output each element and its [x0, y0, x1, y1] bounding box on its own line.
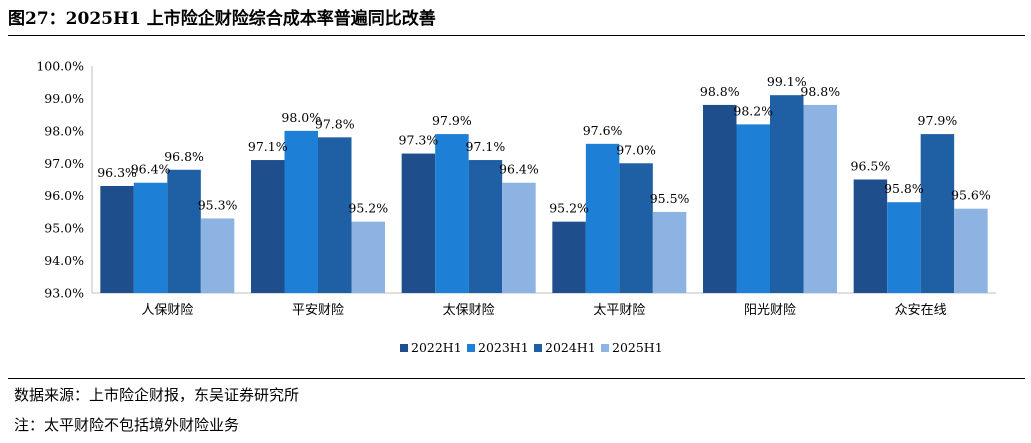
- bar-value-label: 95.5%: [650, 191, 690, 206]
- y-tick-label: 93.0%: [44, 286, 84, 301]
- bar-value-label: 95.6%: [951, 188, 991, 203]
- bar: [251, 160, 285, 293]
- data-labels: 96.3% 97.1% 97.3% 95.2% 98.8% 96.5% 96.4% 98.0%…: [97, 74, 991, 215]
- bar: [853, 179, 888, 293]
- bar-value-label: 97.6%: [583, 123, 623, 138]
- bar-value-label: 95.3%: [198, 197, 238, 212]
- bar: [770, 95, 804, 293]
- bar-value-label: 97.0%: [616, 142, 656, 157]
- bar-value-label: 96.3%: [97, 165, 137, 180]
- bar: [502, 182, 536, 293]
- bar: [736, 124, 770, 293]
- y-tick-label: 95.0%: [44, 221, 84, 236]
- bar: [167, 169, 201, 293]
- bar-value-label: 98.8%: [700, 84, 740, 99]
- bar-value-label: 98.8%: [800, 84, 840, 99]
- x-tick-label: 众安在线: [895, 303, 947, 318]
- bar-value-label: 97.9%: [918, 113, 958, 128]
- y-tick-label: 97.0%: [44, 156, 84, 171]
- legend-swatch: [601, 344, 609, 352]
- footer-rule: [8, 378, 1025, 379]
- x-tick-label: 太保财险: [443, 303, 495, 318]
- bar-value-label: 96.4%: [499, 162, 539, 177]
- legend-entry: 2023H1: [478, 340, 529, 355]
- y-tick-label: 99.0%: [44, 91, 84, 106]
- bar-value-label: 98.0%: [281, 110, 321, 125]
- bar: [100, 185, 134, 293]
- legend-entry: 2024H1: [545, 340, 596, 355]
- legend-swatch: [467, 344, 475, 352]
- bar-value-label: 96.4%: [131, 162, 171, 177]
- bar: [652, 211, 687, 293]
- legend-entry: 2025H1: [612, 340, 663, 355]
- bar: [133, 182, 168, 293]
- footnote: 注：太平财险不包括境外财险业务: [14, 416, 240, 434]
- y-tick-label: 96.0%: [44, 188, 84, 203]
- legend-entry: 2022H1: [411, 340, 462, 355]
- bar-value-label: 98.2%: [733, 103, 773, 118]
- bar: [954, 208, 988, 293]
- bar: [552, 221, 586, 293]
- bar: [619, 163, 653, 293]
- bar-chart: 93.0% 94.0% 95.0% 96.0% 97.0% 98.0% 99.0% 100.0…: [36, 59, 996, 355]
- bar: [351, 221, 385, 293]
- bar: [468, 160, 503, 293]
- bar-value-label: 95.2%: [348, 201, 388, 216]
- bar-series: [100, 95, 988, 294]
- bar-value-label: 97.3%: [399, 133, 439, 148]
- y-tick-label: 100.0%: [36, 59, 84, 74]
- y-tick-label: 94.0%: [44, 253, 84, 268]
- bar-value-label: 97.9%: [432, 113, 472, 128]
- bar: [318, 137, 352, 293]
- y-tick-label: 98.0%: [44, 123, 84, 138]
- bar: [200, 218, 235, 293]
- legend: 2022H1 2023H1 2024H1 2025H1: [400, 340, 663, 355]
- figure-title: 图27：2025H1 上市险企财险综合成本率普遍同比改善: [8, 9, 436, 29]
- x-tick-label: 太平财险: [593, 303, 645, 318]
- bar: [803, 104, 837, 294]
- bar: [401, 153, 436, 293]
- bar: [435, 134, 469, 293]
- source-note: 数据来源：上市险企财报，东吴证券研究所: [14, 386, 300, 404]
- legend-swatch: [534, 344, 542, 352]
- x-tick-label: 人保财险: [141, 303, 193, 318]
- bar: [703, 104, 737, 294]
- bar: [920, 134, 955, 293]
- x-tick-label: 平安财险: [292, 303, 344, 318]
- bar-value-label: 99.1%: [767, 74, 807, 89]
- bar-value-label: 97.1%: [248, 139, 288, 154]
- legend-swatch: [400, 344, 408, 352]
- x-tick-label: 阳光财险: [744, 303, 796, 318]
- bar-value-label: 95.8%: [884, 181, 924, 196]
- bar-value-label: 95.2%: [549, 201, 589, 216]
- bar-value-label: 96.8%: [164, 149, 204, 164]
- title-rule: [8, 35, 1025, 36]
- bar: [887, 202, 921, 293]
- bar: [585, 143, 620, 293]
- bar-value-label: 96.5%: [851, 159, 891, 174]
- bar-value-label: 97.1%: [466, 139, 506, 154]
- bar-value-label: 97.8%: [315, 116, 355, 131]
- y-axis: 93.0% 94.0% 95.0% 96.0% 97.0% 98.0% 99.0% 100.0…: [36, 59, 93, 301]
- bar: [284, 130, 318, 293]
- x-axis: 人保财险 平安财险 太保财险 太平财险 阳光财险 众安在线: [92, 292, 996, 318]
